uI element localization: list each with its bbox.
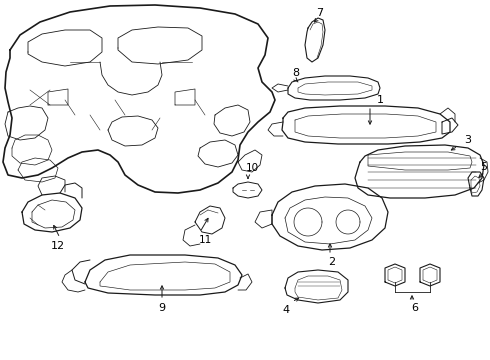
Text: 7: 7 <box>317 8 323 18</box>
Text: 10: 10 <box>245 163 259 173</box>
Text: 1: 1 <box>376 95 384 105</box>
Text: 6: 6 <box>412 303 418 313</box>
Text: 12: 12 <box>51 241 65 251</box>
Text: 11: 11 <box>198 235 212 245</box>
Text: 8: 8 <box>293 68 299 78</box>
Text: 5: 5 <box>481 162 488 172</box>
Text: 9: 9 <box>158 303 166 313</box>
Text: 3: 3 <box>465 135 471 145</box>
Text: 4: 4 <box>282 305 290 315</box>
Text: 2: 2 <box>328 257 336 267</box>
